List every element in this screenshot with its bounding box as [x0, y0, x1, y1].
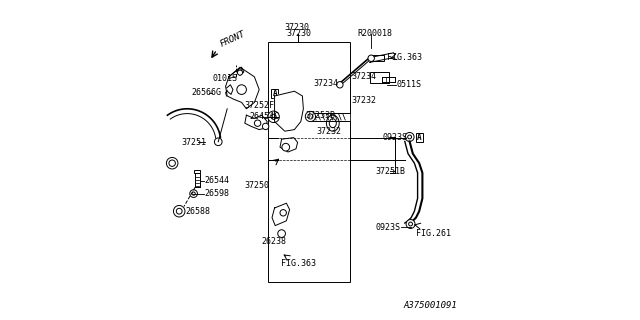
Text: 37252F: 37252F [245, 101, 275, 110]
Polygon shape [237, 67, 244, 75]
Circle shape [282, 143, 289, 151]
Polygon shape [280, 138, 298, 152]
Circle shape [268, 111, 280, 123]
Circle shape [177, 208, 182, 214]
Text: FIG.363: FIG.363 [281, 260, 316, 268]
Text: 26598: 26598 [204, 189, 229, 198]
Text: 26544: 26544 [204, 176, 229, 185]
Circle shape [408, 222, 413, 226]
Text: A375001091: A375001091 [403, 301, 457, 310]
Circle shape [173, 205, 185, 217]
Text: 37232: 37232 [351, 96, 376, 105]
Circle shape [189, 190, 197, 197]
Text: 26238: 26238 [262, 237, 287, 246]
Text: 37230: 37230 [285, 23, 310, 32]
Text: 0923S: 0923S [383, 133, 408, 142]
Polygon shape [275, 91, 303, 131]
Circle shape [262, 123, 269, 130]
Circle shape [237, 85, 246, 94]
Circle shape [305, 111, 316, 122]
Circle shape [192, 192, 195, 195]
Text: 0101S: 0101S [212, 74, 238, 83]
Text: 37250: 37250 [245, 181, 270, 190]
Text: 37234: 37234 [351, 72, 376, 81]
Bar [371, 55, 384, 61]
Text: 37251: 37251 [182, 138, 207, 147]
Polygon shape [272, 203, 290, 226]
Text: FIG.363: FIG.363 [387, 53, 422, 62]
Polygon shape [227, 85, 233, 94]
Circle shape [271, 114, 276, 119]
Text: 37253B: 37253B [306, 111, 335, 120]
Text: 37234: 37234 [314, 79, 339, 88]
Circle shape [278, 230, 285, 237]
Circle shape [237, 70, 243, 75]
Circle shape [368, 55, 374, 61]
Text: 37230: 37230 [287, 29, 312, 38]
Text: 37251B: 37251B [375, 167, 405, 176]
Text: 0923S: 0923S [375, 223, 400, 232]
Text: FIG.261: FIG.261 [416, 229, 451, 238]
Text: 0511S: 0511S [397, 80, 422, 89]
Circle shape [408, 135, 412, 139]
Circle shape [337, 82, 343, 88]
Text: 26566G: 26566G [191, 88, 221, 97]
Circle shape [169, 160, 175, 166]
Text: 26588: 26588 [185, 207, 210, 216]
Text: FRONT: FRONT [218, 29, 246, 49]
Circle shape [214, 138, 222, 146]
Polygon shape [245, 115, 268, 130]
Bar [271, 89, 278, 98]
Ellipse shape [330, 119, 337, 128]
Bar [268, 42, 349, 282]
Text: R200018: R200018 [358, 29, 393, 38]
Text: 37232: 37232 [317, 127, 342, 136]
Ellipse shape [326, 115, 339, 131]
Circle shape [308, 114, 313, 119]
Circle shape [406, 220, 415, 228]
Polygon shape [226, 67, 259, 109]
Text: 26454C: 26454C [249, 112, 279, 121]
Text: A: A [273, 89, 277, 98]
Text: A: A [417, 133, 422, 142]
Bar [416, 133, 423, 142]
Bar [370, 72, 389, 83]
Bar [195, 170, 200, 173]
Circle shape [280, 210, 287, 216]
Circle shape [166, 157, 178, 169]
Circle shape [405, 132, 414, 141]
Circle shape [255, 120, 261, 126]
